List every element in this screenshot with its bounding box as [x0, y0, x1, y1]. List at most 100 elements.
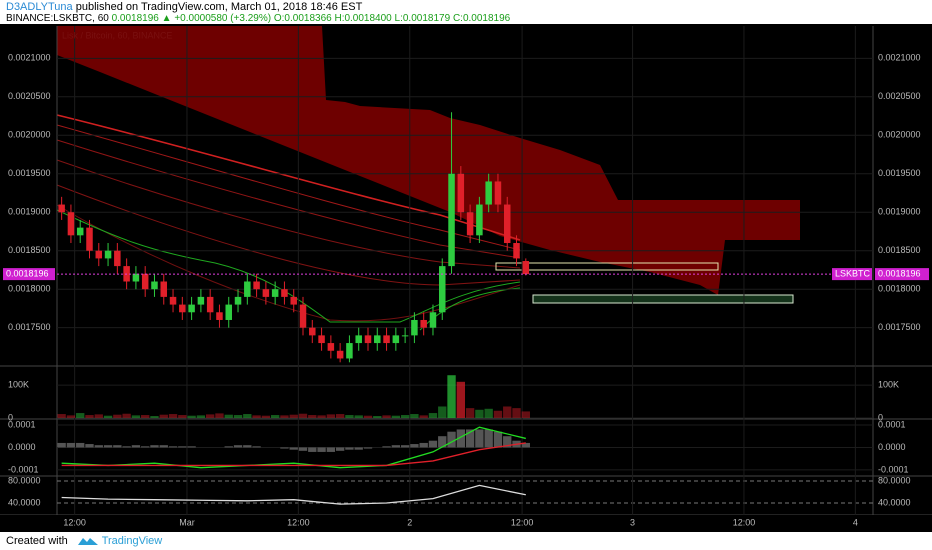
y-tick-label: 80.0000: [878, 475, 911, 485]
histogram-bar: [178, 446, 187, 448]
histogram-bar: [66, 442, 76, 448]
candle-body: [466, 212, 474, 236]
histogram-bar: [85, 444, 94, 448]
histogram-bar: [521, 442, 530, 448]
histogram-bar: [484, 429, 493, 448]
volume-bar: [141, 415, 150, 418]
histogram-bar: [94, 445, 103, 448]
brand[interactable]: TradingView: [101, 535, 163, 547]
x-tick-label: 3: [630, 517, 635, 527]
volume-bar: [261, 415, 271, 418]
y-tick-label: 0.0019500: [8, 168, 51, 178]
volume-bar: [205, 414, 215, 418]
histogram-bar: [335, 447, 345, 451]
volume-bar: [85, 415, 94, 418]
drawn-zone[interactable]: [495, 262, 719, 271]
price-tag-label: 0.0018196: [6, 268, 49, 278]
price-tag-label: 0.0018196: [878, 268, 921, 278]
y-tick-label: 40.0000: [878, 497, 911, 507]
ma-line: [56, 184, 521, 286]
candle-body: [58, 204, 65, 213]
y-tick-label: 0.0020500: [8, 91, 51, 101]
candle-body: [364, 335, 372, 344]
candle-body: [151, 281, 158, 290]
candle-body: [169, 296, 177, 305]
histogram-bar: [308, 447, 317, 452]
histogram-bar: [317, 447, 326, 452]
y-tick-label: 0.0018000: [8, 284, 51, 294]
candle-body: [216, 312, 223, 320]
volume-bar: [475, 409, 484, 418]
volume-bar: [428, 413, 438, 418]
y-tick-label: 100K: [878, 379, 899, 389]
candle-body: [374, 335, 381, 344]
histogram-bar: [475, 429, 484, 448]
candle-body: [104, 250, 112, 259]
histogram-bar: [503, 436, 512, 448]
candle-body: [513, 243, 520, 259]
candle-body: [318, 335, 325, 344]
volume-bar: [345, 415, 354, 418]
ohlc-close: C:0.0018196: [452, 13, 511, 24]
volume-bar: [187, 415, 196, 418]
histogram-bar: [428, 440, 438, 448]
candle-body: [503, 204, 511, 244]
y-tick-label: 0.0019000: [878, 207, 921, 217]
y-tick-label: 0.0017500: [878, 322, 921, 332]
created-with: Created with: [6, 535, 68, 547]
candle-body: [429, 312, 437, 328]
y-tick-label: -0.0001: [8, 464, 39, 474]
histogram-bar: [131, 445, 141, 448]
volume-bar: [419, 415, 428, 418]
published: published on TradingView.com, March 01, …: [75, 1, 363, 13]
volume-bar: [103, 415, 113, 418]
ma-line: [56, 139, 521, 259]
ohlc-high: H:0.0018400: [334, 13, 392, 24]
drawn-zone[interactable]: [532, 294, 794, 304]
price: 0.0018196: [111, 13, 159, 24]
volume-bar: [400, 415, 410, 418]
histogram-bar: [141, 446, 150, 448]
candle-body: [346, 343, 353, 359]
volume-bar: [326, 414, 336, 418]
candle-body: [271, 289, 279, 297]
volume-bar: [512, 408, 521, 418]
y-tick-label: 40.0000: [8, 497, 41, 507]
volume-bar: [270, 415, 280, 418]
histogram-bar: [113, 445, 122, 448]
candle-body: [234, 296, 242, 305]
histogram-bar: [280, 447, 289, 449]
volume-bar: [122, 413, 131, 418]
volume-bar: [298, 413, 308, 418]
x-tick-label: 12:00: [287, 517, 310, 527]
histogram-bar: [363, 447, 373, 449]
histogram-bar: [354, 447, 363, 450]
y-tick-label: 80.0000: [8, 475, 41, 485]
candle-body: [179, 304, 186, 313]
candle-body: [355, 335, 362, 344]
volume-bar: [243, 414, 252, 418]
volume-bar: [447, 375, 456, 418]
change: ▲ +0.0000580 (+3.29%): [161, 13, 272, 24]
logo[interactable]: [77, 535, 99, 547]
histogram-bar: [456, 429, 465, 448]
candle-body: [281, 289, 288, 297]
author[interactable]: D3ADLYTuna: [6, 1, 73, 13]
volume-bar: [168, 414, 178, 418]
histogram-bar: [438, 436, 447, 448]
histogram-bar: [410, 444, 419, 448]
y-tick-label: 0.0020000: [878, 130, 921, 140]
volume-bar: [465, 408, 475, 418]
ohlc-low: L:0.0018179: [394, 13, 451, 24]
histogram-bar: [465, 429, 475, 448]
footer: Created with TradingView: [0, 532, 932, 550]
histogram-bar: [382, 446, 391, 448]
candle-body: [95, 250, 103, 259]
candle-body: [494, 181, 502, 205]
indicator-line: [61, 484, 526, 505]
y-tick-label: 0.0000: [8, 442, 36, 452]
candle-body: [309, 327, 316, 336]
price-tag: [875, 268, 929, 281]
candle-body: [448, 173, 455, 267]
